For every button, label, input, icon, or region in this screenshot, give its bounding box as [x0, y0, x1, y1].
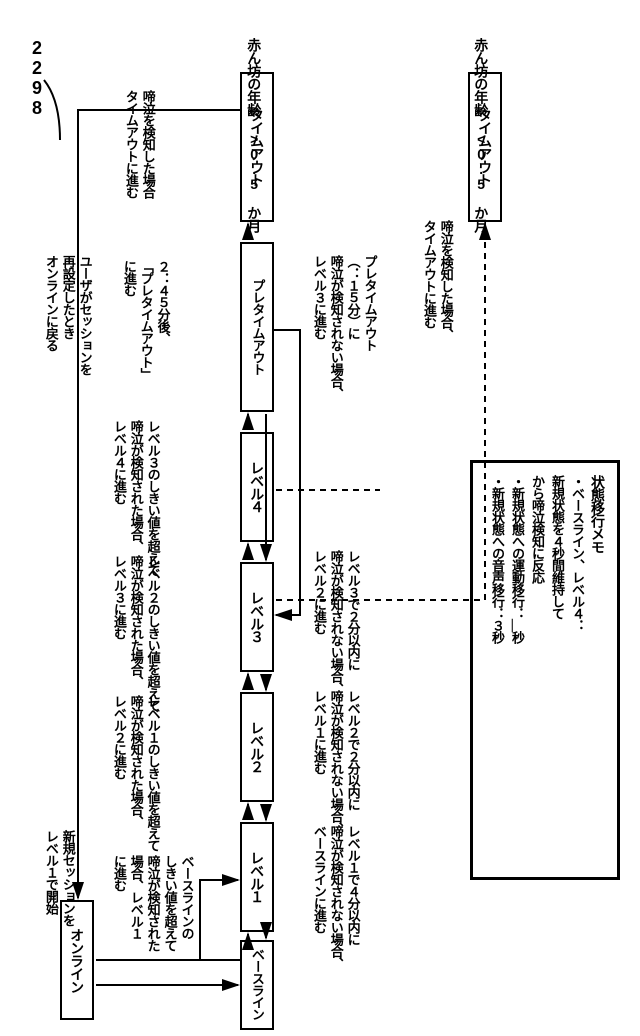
memo-l2: 新規状態を４秒間維持して: [548, 475, 565, 619]
box-level2-label: レベル２: [248, 721, 266, 773]
box-timeout-right: タイムアウト: [468, 72, 502, 222]
label-cry-timeout: 啼泣を検知した場合 タイムアウトに進む: [122, 90, 156, 198]
memo-l5: ・新規状態への音声移行：３秒: [488, 475, 505, 643]
box-level3-label: レベル３: [248, 591, 266, 643]
label-lv1up: レベル１のしきい値を超えて 啼泣が検知された場合、 レベル２に進む: [110, 695, 161, 851]
memo-title: 状態移行メモ: [589, 475, 607, 553]
box-timeout-right-label: タイムアウト: [476, 108, 494, 186]
box-level2: レベル２: [240, 692, 274, 802]
memo-l4: ・新規状態への運動移行：＿秒: [508, 475, 525, 643]
box-pretimeout: プレタイムアウト: [240, 242, 274, 412]
box-level1-label: レベル１: [248, 851, 266, 903]
memo-l3: から啼泣検知に反応: [528, 475, 545, 583]
label-session-reset: ユーザがセッションを 再設定したとき オンラインに戻る: [42, 255, 93, 375]
memo-box: 状態移行メモ ・ベースライン、レベル４： 新規状態を４秒間維持して から啼泣検知…: [470, 460, 620, 880]
label-new-session: 新規セッションを レベル１で開始: [42, 830, 76, 926]
box-level3: レベル３: [240, 562, 274, 672]
box-timeout-left: タイムアウト: [240, 72, 274, 222]
box-timeout-left-label: タイムアウト: [248, 108, 266, 186]
label-lv3up: レベル３のしきい値を超えて 啼泣が検知された場合、 レベル４に進む: [110, 420, 161, 576]
label-lv2down: レベル２で２分以内に 啼泣が検知されない場合、 レベル１に進む: [310, 690, 361, 834]
label-baseup: ベースラインの しきい値を超えて 啼泣が検知された 場合、レベル１ に進む: [110, 855, 194, 951]
label-lv3down: レベル３で２分以内に 啼泣が検知されない場合、 レベル２に進む: [310, 550, 361, 694]
box-level4-label: レベル４: [248, 461, 266, 513]
box-baseline-label: ベースライン: [248, 948, 265, 1020]
figure-number: 2298: [26, 38, 47, 118]
box-level1: レベル１: [240, 822, 274, 932]
label-lv1down: レベル１で４分以内に 啼泣が検知されない場合、 ベースラインに進む: [310, 825, 361, 969]
label-pretimeout-down: プレタイムアウト （：１５分）に 啼泣が検知されない場合、 レベル３に進む: [310, 255, 378, 399]
box-pretimeout-label: プレタイムアウト: [249, 279, 266, 375]
label-right-cry: 啼泣を検知した場合、 タイムアウトに進む: [420, 220, 454, 340]
label-lv2up: レベル２のしきい値を超えて 啼泣が検知された場合、 レベル３に進む: [110, 555, 161, 711]
box-online-label: オンライン: [68, 928, 86, 993]
label-after245: ２：４５分後、 「プレタイムアウト」 に進む: [120, 260, 171, 380]
box-level4: レベル４: [240, 432, 274, 542]
memo-l1: ・ベースライン、レベル４：: [568, 475, 585, 631]
